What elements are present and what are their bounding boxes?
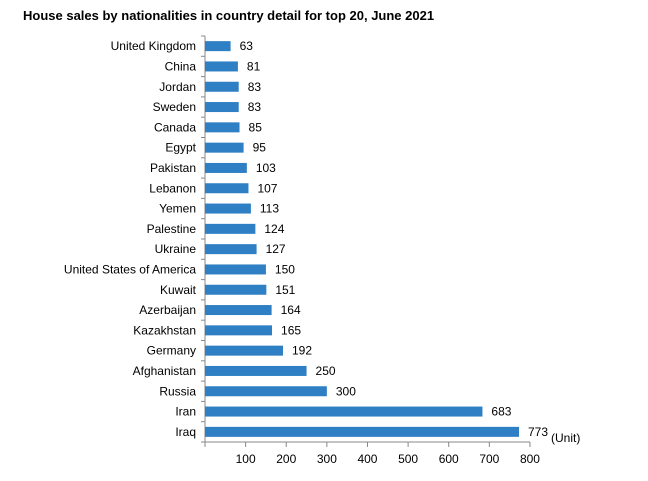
category-label: Kuwait (160, 283, 197, 297)
data-label: 300 (336, 384, 356, 398)
category-label: Azerbaijan (139, 303, 196, 317)
category-label: Egypt (165, 141, 196, 155)
category-label: Pakistan (150, 161, 196, 175)
bar (205, 426, 519, 437)
bar (205, 264, 266, 275)
x-tick-label: 500 (398, 452, 418, 466)
data-label: 250 (316, 364, 336, 378)
unit-label: (Unit) (551, 431, 580, 445)
x-tick-label: 600 (439, 452, 459, 466)
data-label: 63 (240, 39, 254, 53)
data-label: 85 (249, 120, 263, 134)
data-label: 192 (292, 344, 312, 358)
category-label: Sweden (153, 100, 196, 114)
category-label: China (165, 59, 197, 73)
x-tick-label: 700 (479, 452, 499, 466)
x-tick-label: 400 (357, 452, 377, 466)
data-label: 81 (247, 59, 261, 73)
data-label: 83 (248, 100, 262, 114)
bar (205, 41, 231, 52)
data-label: 95 (253, 141, 267, 155)
x-tick-label: 100 (236, 452, 256, 466)
category-label: United Kingdom (111, 39, 196, 53)
bar (205, 183, 249, 194)
data-label: 150 (275, 262, 295, 276)
bar (205, 244, 257, 255)
category-label: Lebanon (149, 181, 196, 195)
bar (205, 223, 256, 234)
category-label: Ukraine (155, 242, 197, 256)
bar (205, 386, 327, 397)
category-label: Germany (147, 344, 196, 358)
bar (205, 345, 283, 356)
category-label: Jordan (159, 80, 196, 94)
bar (205, 325, 273, 336)
category-label: Russia (159, 384, 196, 398)
x-tick-label: 200 (276, 452, 296, 466)
bar (205, 102, 239, 113)
data-label: 124 (264, 222, 284, 236)
chart-title: House sales by nationalities in country … (23, 8, 435, 23)
bar (205, 81, 239, 92)
bar (205, 406, 483, 417)
data-label: 103 (256, 161, 276, 175)
bar (205, 61, 238, 72)
bar (205, 284, 267, 295)
category-label: Afghanistan (133, 364, 196, 378)
bar (205, 365, 307, 376)
category-label: United States of America (64, 262, 196, 276)
category-label: Yemen (159, 202, 196, 216)
data-label: 127 (266, 242, 286, 256)
data-label: 164 (281, 303, 301, 317)
bar (205, 142, 244, 153)
x-tick-label: 800 (520, 452, 540, 466)
data-label: 151 (275, 283, 295, 297)
x-tick-label: 300 (317, 452, 337, 466)
bar (205, 122, 240, 133)
data-label: 773 (528, 425, 548, 439)
data-label: 165 (281, 323, 301, 337)
bar (205, 305, 272, 316)
data-label: 683 (491, 405, 511, 419)
category-label: Canada (154, 120, 196, 134)
category-label: Iran (175, 405, 196, 419)
category-label: Kazakhstan (133, 323, 196, 337)
category-label: Iraq (175, 425, 196, 439)
category-label: Palestine (147, 222, 197, 236)
data-label: 113 (260, 202, 279, 216)
bar (205, 162, 247, 173)
bar (205, 203, 251, 214)
data-label: 83 (248, 80, 262, 94)
data-label: 107 (257, 181, 277, 195)
